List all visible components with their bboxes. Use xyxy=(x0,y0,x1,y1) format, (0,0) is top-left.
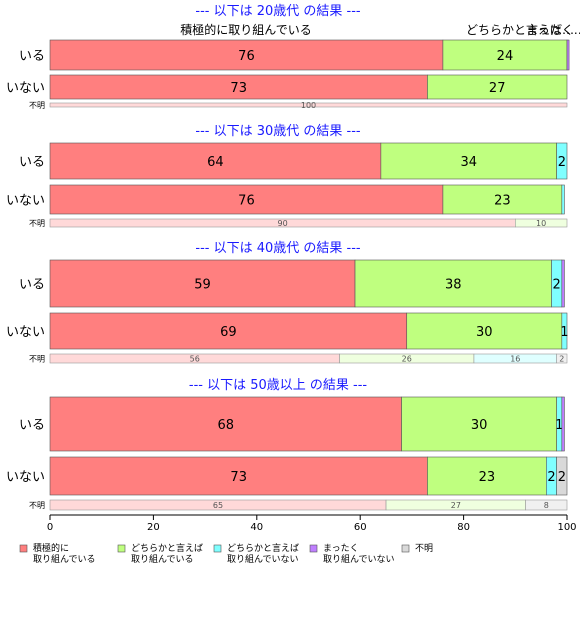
legend-swatch xyxy=(309,544,318,553)
x-tick-label: 60 xyxy=(354,522,367,533)
legend-label: どちらかと言えば xyxy=(131,542,203,554)
legend-label: どちらかと言えば xyxy=(227,542,299,554)
panel-title: --- 以下は 30歳代 の結果 --- xyxy=(195,124,361,139)
row-label: いる xyxy=(19,278,45,293)
bar-segment xyxy=(406,312,563,350)
bar-value-label: 2 xyxy=(559,355,564,364)
panel-title: --- 以下は 40歳代 の結果 --- xyxy=(195,241,361,256)
bar-value-label: 2 xyxy=(558,155,566,170)
bar-value-label: 100 xyxy=(301,101,316,110)
bar-segment xyxy=(514,218,568,228)
bar-value-label: 76 xyxy=(238,194,255,209)
row-label: いない xyxy=(6,325,45,340)
row-label: いる xyxy=(19,418,45,433)
bar-value-label: 65 xyxy=(213,501,223,510)
row-label: いない xyxy=(6,194,45,209)
bar-segment xyxy=(49,102,568,108)
row-label: いない xyxy=(6,81,45,96)
bar-value-label: 64 xyxy=(207,155,224,170)
bar-segment xyxy=(525,499,568,511)
bar-segment xyxy=(49,259,356,308)
bar-value-label: 68 xyxy=(218,418,235,433)
bar-value-label: 27 xyxy=(451,501,461,510)
bar-segment xyxy=(401,396,557,452)
bar-value-label: 8 xyxy=(544,501,549,510)
bar-value-label: 10 xyxy=(536,219,546,228)
bar-segment xyxy=(556,353,568,364)
row-label: 不明 xyxy=(29,101,45,110)
bar-value-label: 90 xyxy=(278,219,288,228)
bar-segment xyxy=(561,312,568,350)
bar-value-label: 23 xyxy=(479,470,496,485)
bar-segment xyxy=(354,259,552,308)
bar-value-label: 23 xyxy=(494,194,511,209)
row-label: いない xyxy=(6,470,45,485)
legend-label: 取り組んでいる xyxy=(131,553,194,565)
bar-value-label: 2 xyxy=(547,470,555,485)
bar-value-label: 59 xyxy=(194,278,211,293)
bar-segment xyxy=(556,142,568,180)
legend-swatch xyxy=(19,544,28,553)
x-tick-label: 40 xyxy=(250,522,263,533)
bar-segment xyxy=(380,142,557,180)
bar-value-label: 73 xyxy=(230,81,247,96)
bar-segment xyxy=(49,456,428,496)
legend-label: 取り組んでいない xyxy=(227,553,299,565)
bar-segment xyxy=(561,259,565,308)
row-label: 不明 xyxy=(29,355,45,364)
bar-value-label: 38 xyxy=(445,278,462,293)
header-label: どちらかと言えば… xyxy=(466,23,574,37)
legend-swatch xyxy=(117,544,126,553)
bar-segment xyxy=(427,74,568,100)
bar-value-label: 30 xyxy=(471,418,488,433)
bar-value-label: 56 xyxy=(190,355,200,364)
x-tick-label: 0 xyxy=(47,522,53,533)
row-label: いる xyxy=(19,49,45,64)
x-tick-label: 100 xyxy=(557,522,576,533)
bar-segment xyxy=(49,142,382,180)
row-label: 不明 xyxy=(29,501,45,510)
bar-value-label: 27 xyxy=(489,81,506,96)
row-label: 不明 xyxy=(29,219,45,228)
bar-segment xyxy=(427,456,547,496)
bar-value-label: 1 xyxy=(560,325,568,340)
bar-segment xyxy=(49,184,444,215)
legend-swatch xyxy=(401,544,410,553)
bar-segment xyxy=(49,312,408,350)
bar-value-label: 26 xyxy=(402,355,412,364)
bar-value-label: 2 xyxy=(558,470,566,485)
panel-title: --- 以下は 50歳以上 の結果 --- xyxy=(189,378,368,393)
legend-label: 取り組んでいる xyxy=(33,553,96,565)
x-tick-label: 20 xyxy=(147,522,160,533)
row-label: いる xyxy=(19,155,45,170)
bar-segment xyxy=(556,456,568,496)
bar-segment xyxy=(566,39,570,71)
bar-value-label: 30 xyxy=(476,325,493,340)
bar-value-label: 1 xyxy=(555,418,563,433)
bar-segment xyxy=(561,396,565,452)
x-tick-label: 80 xyxy=(457,522,470,533)
bar-value-label: 73 xyxy=(230,470,247,485)
legend-label: 不明 xyxy=(415,543,433,554)
bar-value-label: 2 xyxy=(553,278,561,293)
panel-title: --- 以下は 20歳代 の結果 --- xyxy=(195,4,361,19)
bar-value-label: 24 xyxy=(497,49,514,64)
bar-segment xyxy=(561,184,565,215)
bar-segment xyxy=(442,39,568,71)
bar-segment xyxy=(49,396,402,452)
legend-label: まったく xyxy=(323,543,359,554)
header-label: 積極的に取り組んでいる xyxy=(180,22,311,37)
bar-value-label: 16 xyxy=(510,355,520,364)
legend-label: 積極的に xyxy=(33,542,69,554)
bar-value-label: 76 xyxy=(238,49,255,64)
legend-swatch xyxy=(213,544,222,553)
bar-value-label: 34 xyxy=(460,155,477,170)
legend-label: 取り組んでいない xyxy=(323,553,395,565)
bar-value-label: 69 xyxy=(220,325,237,340)
header-label: まったく… xyxy=(526,23,580,37)
